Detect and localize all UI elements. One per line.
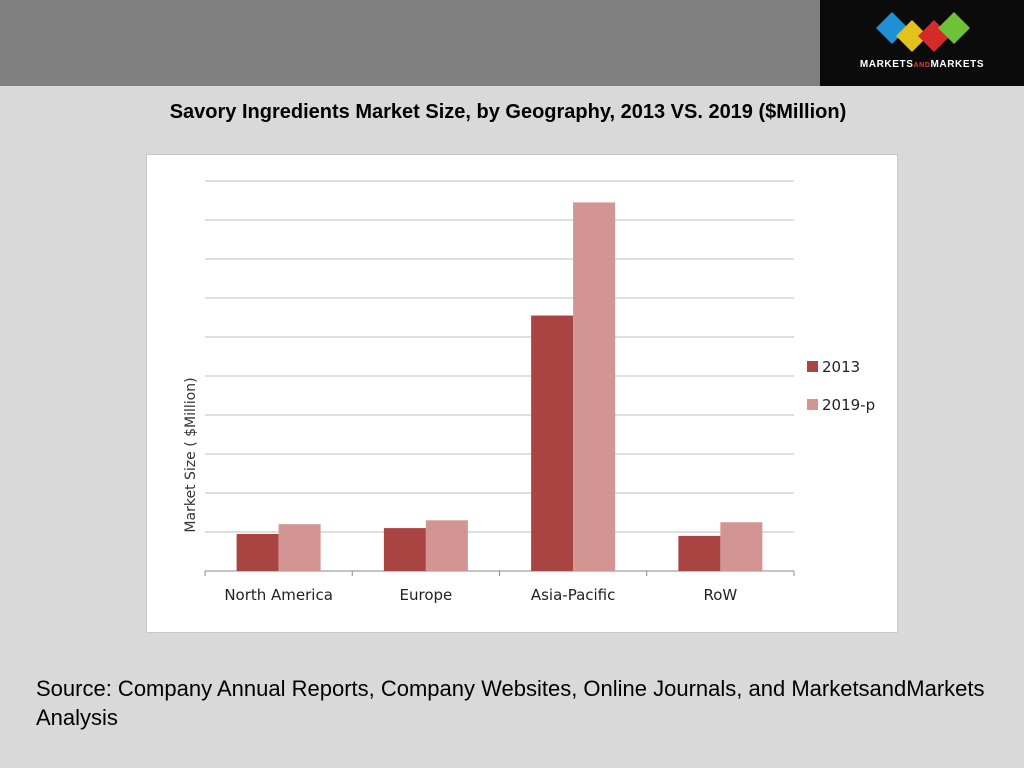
bar-2013-north-america [236,533,279,571]
bar-2019-p-asia-pacific [573,202,616,571]
legend-label: 2019-p [822,396,875,414]
logo-diamonds-icon [876,12,970,52]
legend-swatch [807,399,818,410]
bar-2019-p-row [720,522,763,571]
legend-swatch [807,361,818,372]
logo-text: MARKETSANDMARKETS [820,59,1024,70]
logo-text-right: MARKETS [930,59,985,70]
legend-label: 2013 [822,358,860,376]
logo-diamond [938,12,970,44]
x-tick-label: North America [224,586,333,604]
bar-2013-row [678,535,721,571]
logo-text-and: AND [913,62,931,69]
logo-diamond [896,20,928,52]
chart-container: North America Europe Asia-Pacific RoW 2013 2… [146,154,898,633]
x-tick-label: Asia-Pacific [531,586,616,604]
bar-2013-asia-pacific [531,315,574,571]
y-axis-label: Market Size ( $Million) [183,377,199,532]
source-note: Source: Company Annual Reports, Company … [36,676,985,730]
company-logo: MARKETSANDMARKETS [820,0,1024,86]
bar-2019-p-europe [425,520,468,571]
bar-2019-p-north-america [278,524,321,571]
x-tick-label: Europe [400,586,453,604]
logo-text-left: MARKETS [859,59,914,70]
x-tick-label: RoW [703,586,737,604]
bar-chart: North America Europe Asia-Pacific RoW 2013 2… [183,180,875,604]
bar-2013-europe [383,528,426,571]
slide-title: Savory Ingredients Market Size, by Geogr… [169,101,847,123]
